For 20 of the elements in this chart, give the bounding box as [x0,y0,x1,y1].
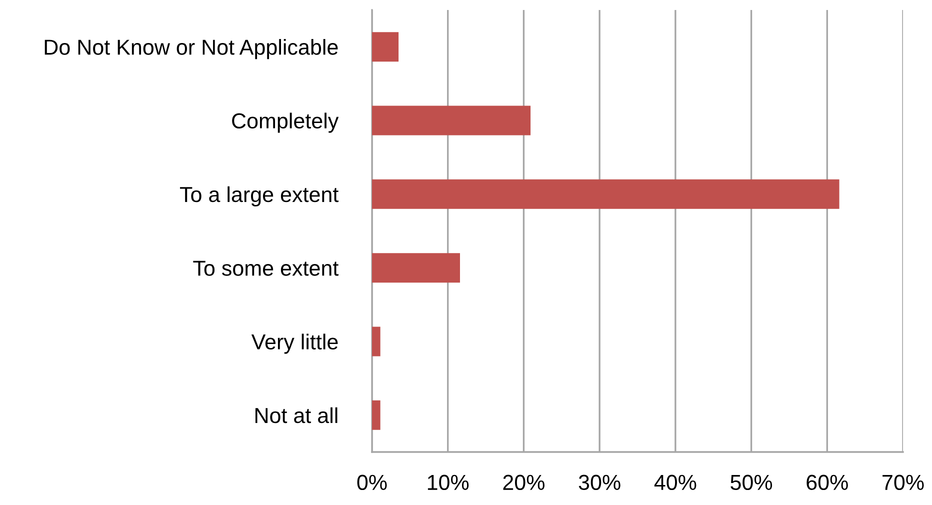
bar [372,32,399,62]
bar [372,400,380,430]
bar [372,253,460,283]
y-tick-label: Not at all [255,407,338,424]
bar [372,326,380,356]
y-tick-label: Completely [232,112,339,133]
bar [372,179,840,209]
x-tick-label: 30% [578,474,620,490]
x-tick-label: 0% [357,474,387,490]
x-tick-label: 20% [503,474,544,490]
y-tick-label: Very little [251,334,338,354]
x-tick-label: 10% [428,474,469,490]
y-tick-label: To a large extent [180,186,339,206]
y-tick-label: To some extent [193,260,339,276]
bar [372,106,531,136]
x-tick-label: 50% [730,474,772,490]
y-tick-label: Do Not Know or Not Applicable [44,39,338,60]
x-tick-label: 70% [882,474,924,490]
x-tick-label: 40% [654,474,696,490]
x-tick-label: 60% [806,474,848,490]
